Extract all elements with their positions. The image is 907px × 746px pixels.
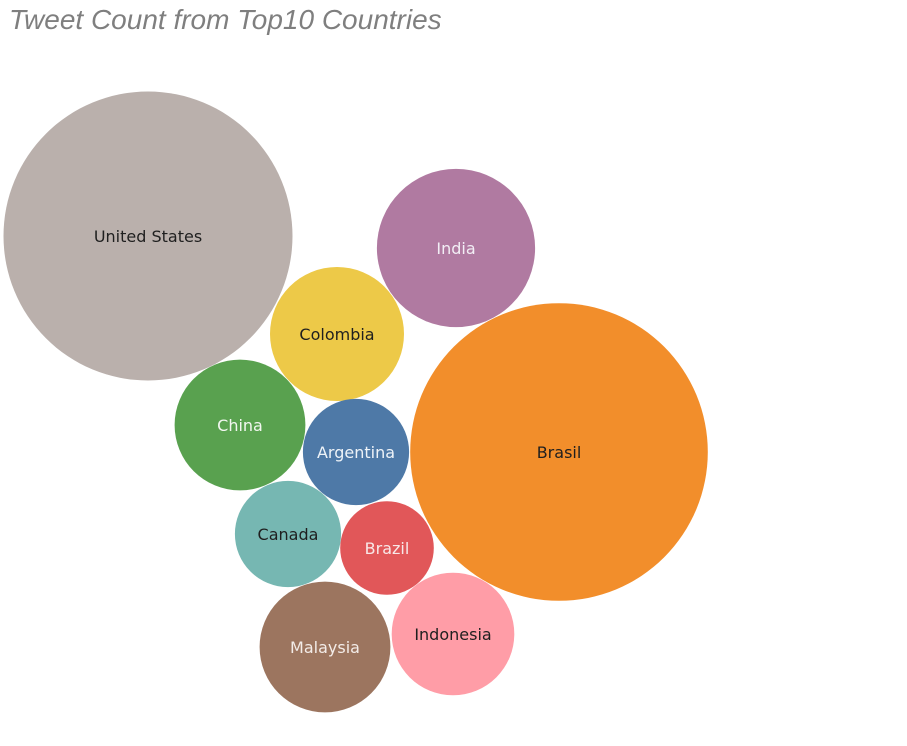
bubble-argentina[interactable] <box>302 398 410 506</box>
bubble-brasil[interactable] <box>410 303 708 601</box>
bubble-label-india: India <box>436 239 475 258</box>
bubble-china[interactable] <box>174 359 306 491</box>
bubble-label-brazil: Brazil <box>365 539 410 558</box>
bubble-united-states[interactable] <box>3 91 293 381</box>
bubble-label-brasil: Brasil <box>537 443 582 462</box>
bubble-label-argentina: Argentina <box>317 443 395 462</box>
bubble-label-colombia: Colombia <box>299 325 374 344</box>
bubble-label-canada: Canada <box>258 525 319 544</box>
bubble-label-china: China <box>217 416 263 435</box>
bubble-label-malaysia: Malaysia <box>290 638 360 657</box>
bubble-brazil[interactable] <box>340 501 434 595</box>
bubble-label-indonesia: Indonesia <box>414 625 491 644</box>
bubble-label-united-states: United States <box>94 227 202 246</box>
bubble-indonesia[interactable] <box>391 572 515 696</box>
bubble-malaysia[interactable] <box>259 581 391 713</box>
chart-title: Tweet Count from Top10 Countries <box>9 4 442 35</box>
bubble-colombia[interactable] <box>270 267 404 401</box>
bubble-canada[interactable] <box>234 480 342 588</box>
bubble-india[interactable] <box>376 168 536 328</box>
